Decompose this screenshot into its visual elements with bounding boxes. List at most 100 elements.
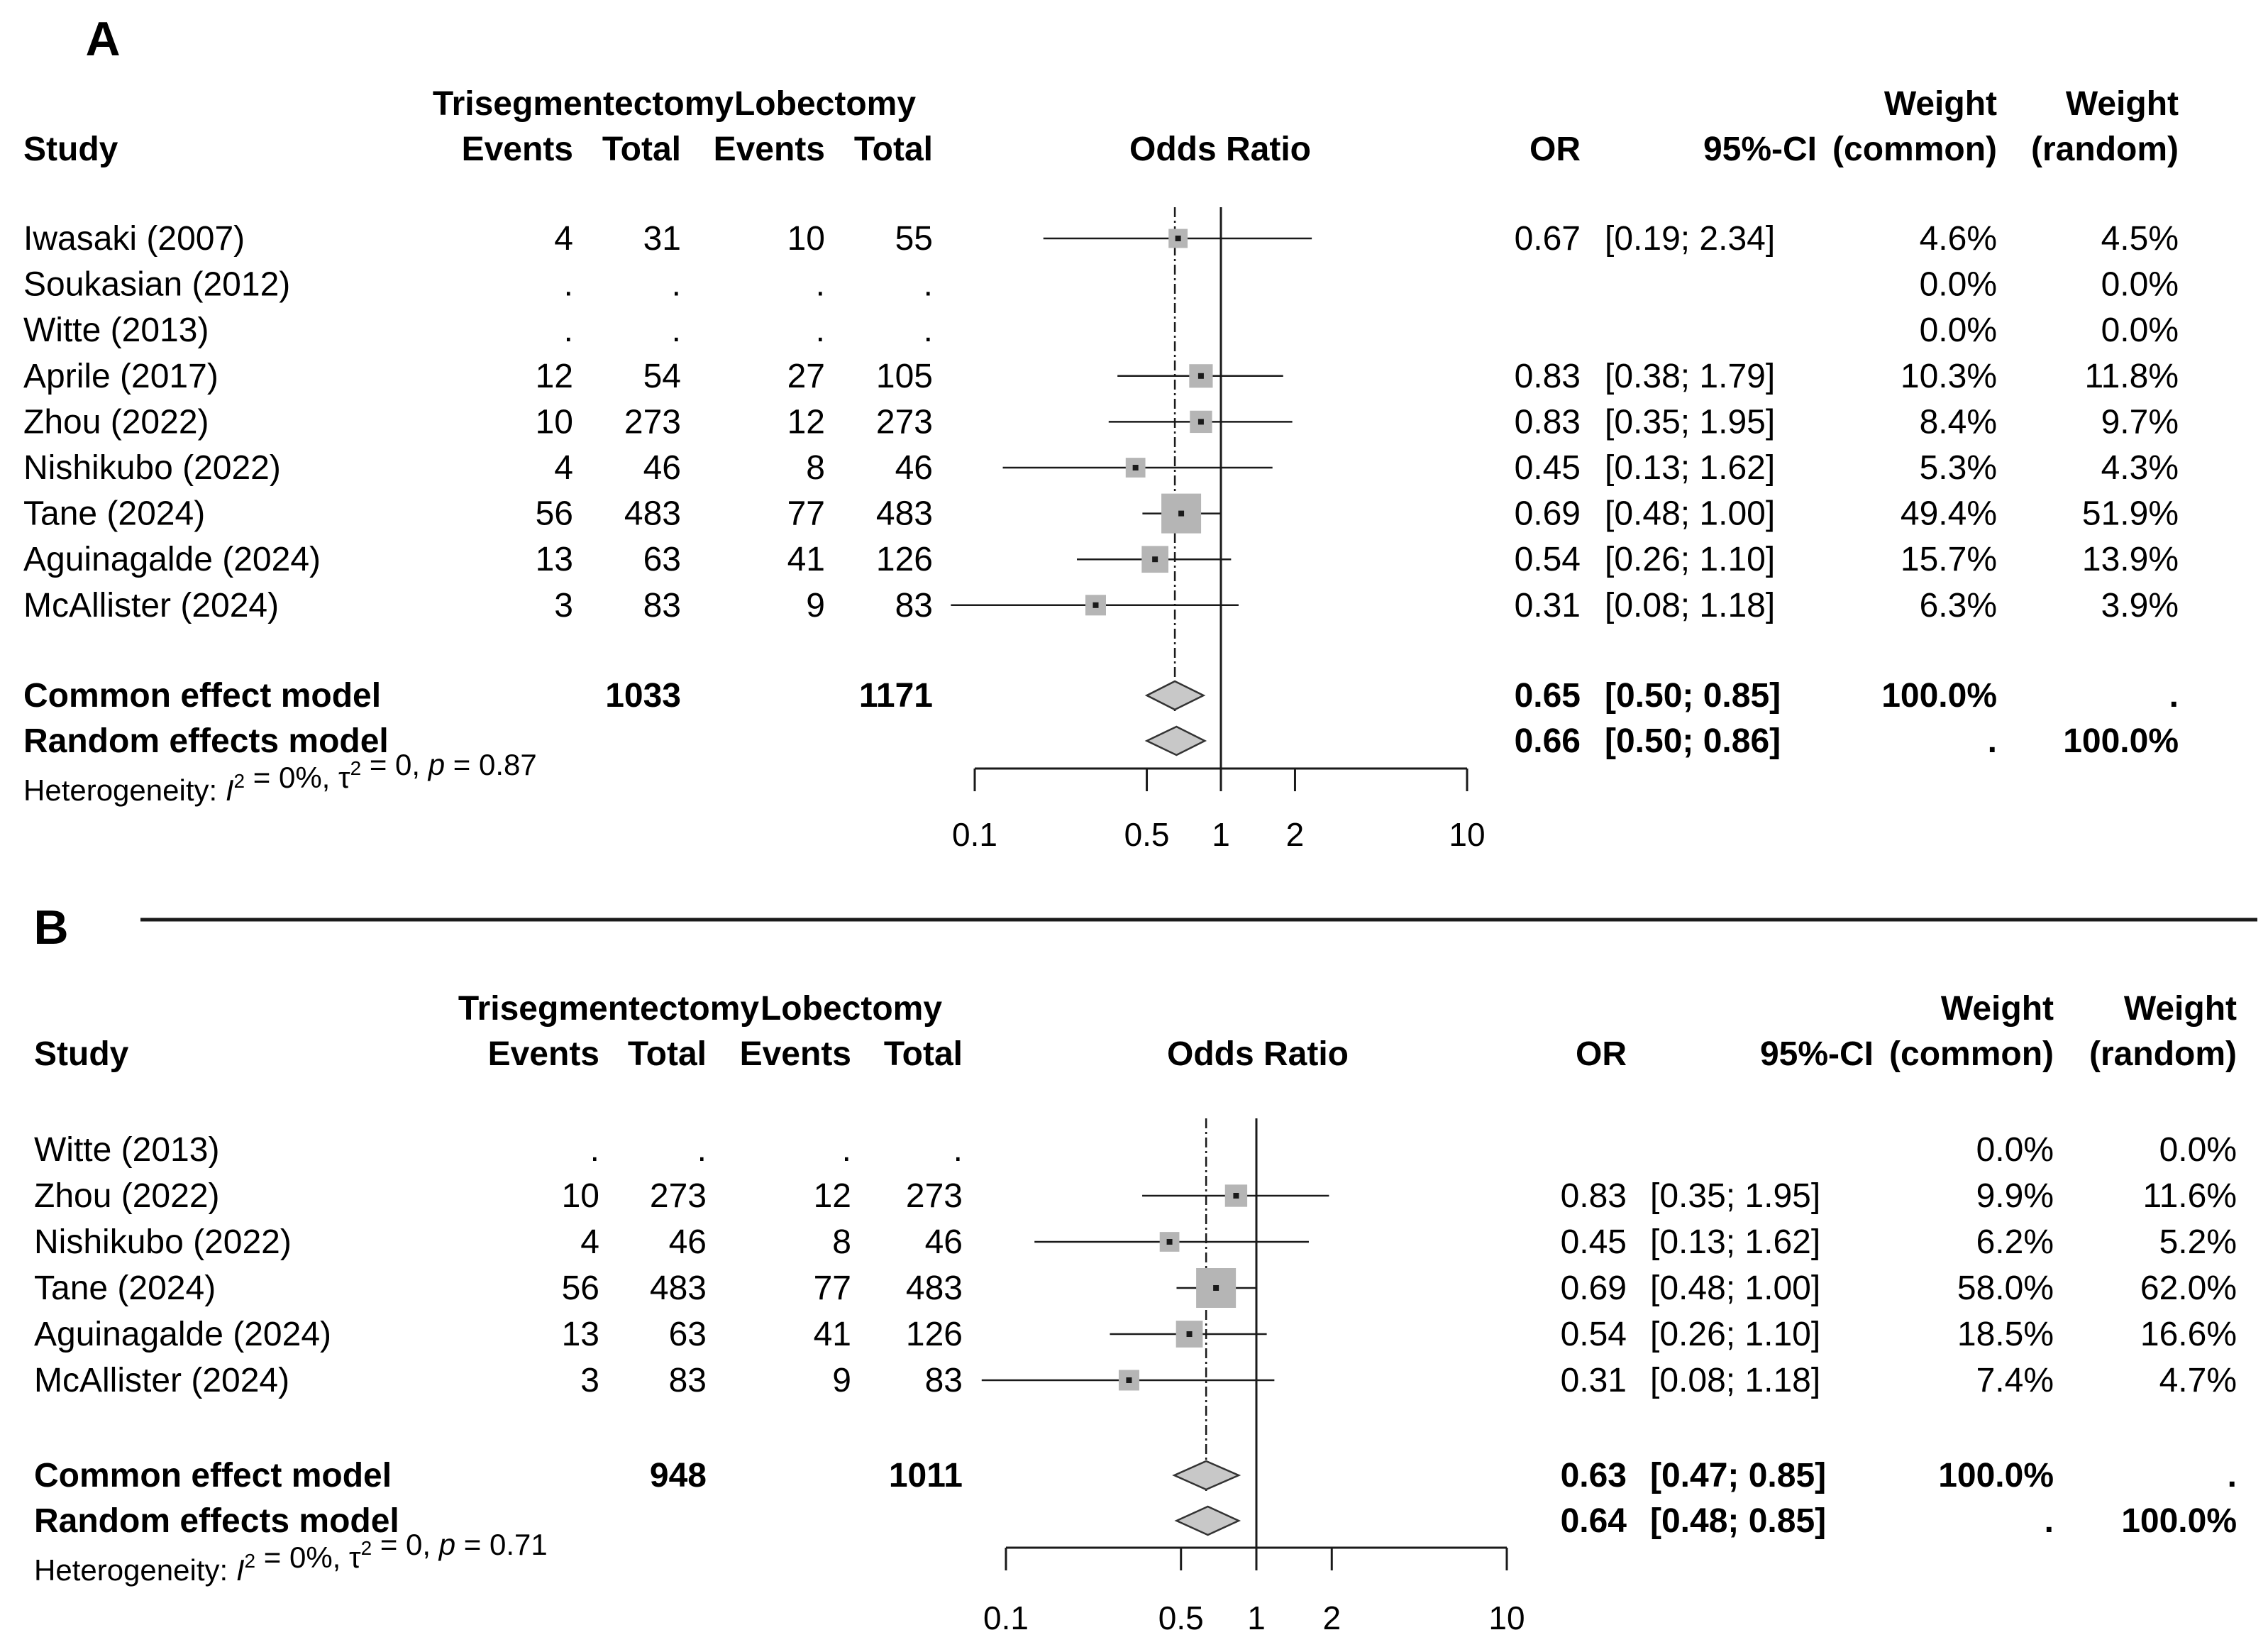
events-trisegmentectomy: 4 (580, 1223, 599, 1261)
study-name: Iwasaki (2007) (23, 220, 245, 258)
total-trisegmentectomy: 273 (650, 1177, 707, 1215)
confidence-interval: [0.26; 1.10] (1605, 541, 1775, 578)
header-weight-common: Weight (1941, 990, 2054, 1028)
header-w-random: (random) (2031, 131, 2179, 168)
total-trisegmentectomy: . (672, 266, 681, 304)
common-effect-label: Common effect model (23, 677, 381, 715)
study-name: Tane (2024) (23, 495, 205, 533)
events-trisegmentectomy: . (564, 266, 573, 304)
x-tick-label: 1 (1247, 1599, 1266, 1636)
point-estimate (1233, 1193, 1239, 1199)
point-estimate (1126, 1377, 1132, 1383)
total-lobectomy: 273 (906, 1177, 963, 1215)
events-trisegmentectomy: 13 (536, 541, 573, 578)
header-ci: 95%-CI (1703, 131, 1817, 168)
total-trisegmentectomy: 83 (643, 587, 681, 624)
confidence-interval: [0.08; 1.18] (1605, 587, 1775, 624)
header-study: Study (34, 1035, 129, 1073)
weight-common: 6.3% (1920, 587, 1997, 624)
point-estimate (1152, 556, 1158, 563)
events-lobectomy: 9 (806, 587, 825, 624)
study-name: Aguinagalde (2024) (34, 1316, 331, 1353)
header-total-2: Total (854, 131, 933, 168)
heterogeneity-part: τ (349, 1541, 361, 1574)
total-trisegmentectomy: 31 (643, 220, 681, 258)
random-or: 0.64 (1561, 1502, 1627, 1540)
total-trisegmentectomy: 483 (624, 495, 681, 533)
confidence-interval: [0.35; 1.95] (1650, 1177, 1820, 1215)
heterogeneity-part: = 0.71 (455, 1528, 548, 1561)
common-ci: [0.50; 0.85] (1605, 677, 1781, 715)
confidence-interval: [0.35; 1.95] (1605, 403, 1775, 441)
common-weight-common: 100.0% (1881, 677, 1997, 715)
x-tick-label: 1 (1212, 816, 1230, 853)
header-or: OR (1529, 131, 1581, 168)
weight-random: 4.7% (2159, 1362, 2237, 1399)
events-trisegmentectomy: 4 (554, 449, 573, 487)
study-name: Zhou (2022) (23, 403, 209, 441)
total-trisegmentectomy: . (672, 312, 681, 349)
random-effects-label: Random effects model (23, 722, 389, 760)
header-events-1: Events (462, 131, 573, 168)
header-group-trisegmentectomy: Trisegmentectomy (458, 990, 759, 1028)
events-trisegmentectomy: . (564, 312, 573, 349)
heterogeneity-part: = 0.87 (445, 748, 537, 781)
weight-random: 4.5% (2101, 220, 2179, 258)
weight-random: 11.6% (2142, 1177, 2237, 1215)
study-name: Zhou (2022) (34, 1177, 220, 1215)
common-or: 0.63 (1561, 1457, 1627, 1494)
events-lobectomy: 9 (832, 1362, 851, 1399)
x-tick-label: 10 (1449, 816, 1485, 853)
weight-random: 0.0% (2101, 266, 2179, 304)
weight-random: 3.9% (2101, 587, 2179, 624)
header-weight-random: Weight (2124, 990, 2237, 1028)
weight-common: 49.4% (1901, 495, 1997, 533)
common-effect-label: Common effect model (34, 1457, 392, 1494)
weight-common: 0.0% (1920, 266, 1997, 304)
confidence-interval: [0.13; 1.62] (1650, 1223, 1820, 1261)
header-w-random: (random) (2089, 1035, 2237, 1073)
common-total-lobectomy: 1171 (859, 677, 933, 715)
header-total-1: Total (628, 1035, 707, 1073)
total-trisegmentectomy: 46 (669, 1223, 707, 1261)
heterogeneity-part: Heterogeneity: (34, 1553, 236, 1587)
total-trisegmentectomy: 63 (643, 541, 681, 578)
point-estimate (1213, 1285, 1219, 1291)
common-ci: [0.47; 0.85] (1650, 1457, 1826, 1494)
weight-random: 0.0% (2101, 312, 2179, 349)
events-trisegmentectomy: 3 (580, 1362, 599, 1399)
heterogeneity-part: = 0, (361, 748, 428, 781)
odds-ratio-value: 0.67 (1515, 220, 1581, 258)
random-weight-common: . (1988, 722, 1997, 760)
events-trisegmentectomy: 12 (536, 358, 573, 395)
total-lobectomy: . (924, 266, 933, 304)
total-lobectomy: 46 (925, 1223, 963, 1261)
point-estimate (1197, 373, 1204, 379)
study-name: Nishikubo (2022) (34, 1223, 292, 1261)
point-estimate (1186, 1331, 1193, 1337)
header-events-2: Events (714, 131, 825, 168)
events-trisegmentectomy: 10 (536, 403, 573, 441)
random-effects-diamond (1174, 1505, 1241, 1536)
header-study: Study (23, 131, 118, 168)
odds-ratio-value: 0.31 (1515, 587, 1581, 624)
events-lobectomy: 12 (787, 403, 825, 441)
weight-common: 6.2% (1976, 1223, 2054, 1261)
header-events-1: Events (488, 1035, 599, 1073)
heterogeneity-part: τ (338, 761, 350, 794)
odds-ratio-value: 0.83 (1561, 1177, 1627, 1215)
total-trisegmentectomy: 54 (643, 358, 681, 395)
events-lobectomy: 27 (787, 358, 825, 395)
random-ci: [0.50; 0.86] (1605, 722, 1781, 760)
common-effect-diamond (1172, 1460, 1241, 1491)
study-name: Tane (2024) (34, 1270, 216, 1307)
odds-ratio-value: 0.45 (1561, 1223, 1627, 1261)
total-lobectomy: . (953, 1131, 963, 1169)
total-lobectomy: 105 (876, 358, 933, 395)
common-weight-random: . (2169, 677, 2179, 715)
header-weight-common: Weight (1884, 85, 1997, 123)
total-trisegmentectomy: . (697, 1131, 707, 1169)
total-trisegmentectomy: 483 (650, 1270, 707, 1307)
weight-random: 9.7% (2101, 403, 2179, 441)
